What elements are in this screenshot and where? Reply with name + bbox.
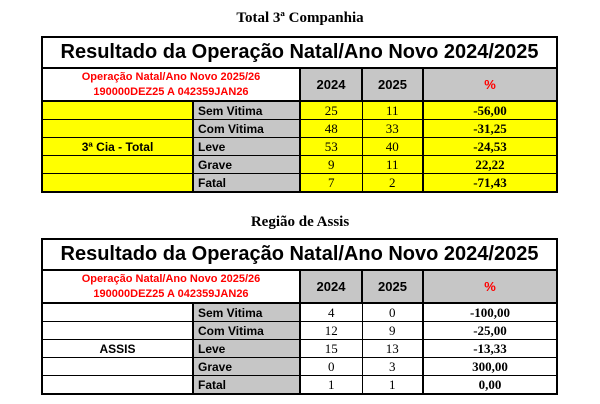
value-percent: -71,43: [422, 173, 558, 193]
value-2025: 33: [361, 119, 424, 138]
row-label: Leve: [192, 137, 301, 156]
value-2024: 15: [299, 339, 363, 358]
value-2025: 40: [361, 137, 424, 156]
value-2024: 7: [299, 173, 363, 193]
group-label-cell: [41, 173, 194, 193]
row-label: Fatal: [192, 375, 301, 395]
table-row: Grave 9 11 22,22: [41, 155, 558, 174]
group-label-cell: [41, 321, 194, 340]
column-header-2024: 2024: [299, 269, 363, 304]
value-percent: 300,00: [422, 357, 558, 376]
row-label: Sem Vitima: [192, 302, 301, 322]
row-label: Fatal: [192, 173, 301, 193]
value-2024: 12: [299, 321, 363, 340]
value-percent: -25,00: [422, 321, 558, 340]
value-2024: 25: [299, 100, 363, 120]
column-header-2024: 2024: [299, 67, 363, 102]
value-2024: 1: [299, 375, 363, 395]
assis-results-table: Resultado da Operação Natal/Ano Novo 202…: [41, 238, 558, 395]
value-percent: 0,00: [422, 375, 558, 395]
table-row: 3ª Cia - Total Leve 53 40 -24,53: [41, 137, 558, 156]
table-row: Fatal 7 2 -71,43: [41, 173, 558, 193]
group-label-cell: [41, 357, 194, 376]
operation-period-label: Operação Natal/Ano Novo 2025/26 190000DE…: [41, 67, 301, 102]
table-row: Fatal 1 1 0,00: [41, 375, 558, 395]
table-title: Resultado da Operação Natal/Ano Novo 202…: [41, 238, 558, 271]
table-row: Com Vitima 48 33 -31,25: [41, 119, 558, 138]
column-header-2025: 2025: [361, 67, 424, 102]
operation-period-line2: 190000DEZ25 A 042359JAN26: [93, 287, 249, 300]
value-2025: 1: [361, 375, 424, 395]
group-label-cell: [41, 155, 194, 174]
value-2024: 4: [299, 302, 363, 322]
row-label: Sem Vitima: [192, 100, 301, 120]
value-2025: 0: [361, 302, 424, 322]
group-label-cell: 3ª Cia - Total: [41, 137, 194, 156]
value-2024: 48: [299, 119, 363, 138]
column-header-percent: %: [422, 67, 558, 102]
row-label: Grave: [192, 155, 301, 174]
row-label: Leve: [192, 339, 301, 358]
operation-period-line1: Operação Natal/Ano Novo 2025/26: [81, 70, 261, 83]
group-label-cell: [41, 375, 194, 395]
table-title: Resultado da Operação Natal/Ano Novo 202…: [41, 36, 558, 69]
value-2024: 0: [299, 357, 363, 376]
operation-period-label: Operação Natal/Ano Novo 2025/26 190000DE…: [41, 269, 301, 304]
value-percent: -100,00: [422, 302, 558, 322]
group-label-cell: [41, 302, 194, 322]
operation-period-line1: Operação Natal/Ano Novo 2025/26: [81, 272, 261, 285]
value-percent: -24,53: [422, 137, 558, 156]
column-header-percent: %: [422, 269, 558, 304]
value-2025: 13: [361, 339, 424, 358]
column-header-2025: 2025: [361, 269, 424, 304]
operation-period-line2: 190000DEZ25 A 042359JAN26: [93, 85, 249, 98]
value-2024: 53: [299, 137, 363, 156]
value-2024: 9: [299, 155, 363, 174]
value-2025: 11: [361, 155, 424, 174]
value-percent: -13,33: [422, 339, 558, 358]
value-2025: 2: [361, 173, 424, 193]
value-2025: 11: [361, 100, 424, 120]
value-percent: -56,00: [422, 100, 558, 120]
group-label-cell: [41, 119, 194, 138]
table-row: Grave 0 3 300,00: [41, 357, 558, 376]
page-heading-assis: Região de Assis: [250, 214, 350, 230]
value-2025: 3: [361, 357, 424, 376]
value-percent: 22,22: [422, 155, 558, 174]
table-row: Com Vitima 12 9 -25,00: [41, 321, 558, 340]
value-2025: 9: [361, 321, 424, 340]
table-row: Sem Vitima 25 11 -56,00: [41, 100, 558, 120]
row-label: Com Vitima: [192, 119, 301, 138]
companhia-results-table: Resultado da Operação Natal/Ano Novo 202…: [41, 36, 558, 193]
value-percent: -31,25: [422, 119, 558, 138]
table-row: Sem Vitima 4 0 -100,00: [41, 302, 558, 322]
page-heading-companhia: Total 3ª Companhia: [236, 10, 364, 26]
row-label: Com Vitima: [192, 321, 301, 340]
group-label-cell: ASSIS: [41, 339, 194, 358]
group-label-cell: [41, 100, 194, 120]
row-label: Grave: [192, 357, 301, 376]
table-row: ASSIS Leve 15 13 -13,33: [41, 339, 558, 358]
